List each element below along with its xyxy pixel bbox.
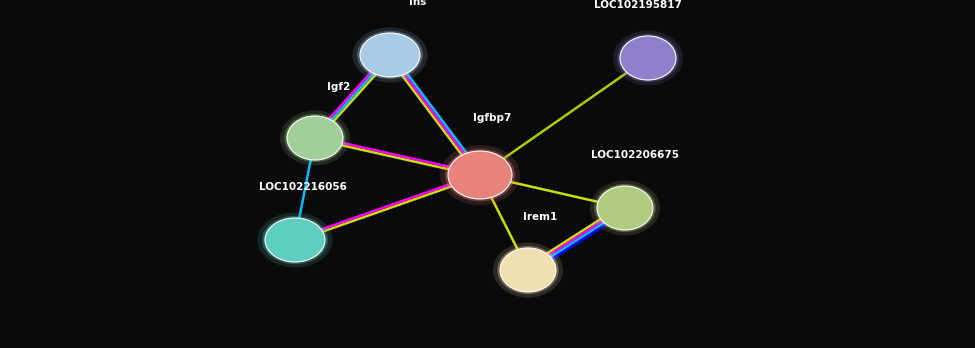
Ellipse shape [613, 31, 683, 86]
Ellipse shape [357, 31, 423, 79]
Ellipse shape [500, 248, 556, 292]
Ellipse shape [360, 33, 420, 77]
Ellipse shape [590, 181, 660, 236]
Ellipse shape [597, 186, 653, 230]
Ellipse shape [284, 114, 346, 162]
Text: LOC102206675: LOC102206675 [591, 150, 679, 160]
Text: LOC102216056: LOC102216056 [259, 182, 347, 192]
Ellipse shape [262, 216, 328, 264]
Ellipse shape [265, 218, 325, 262]
Ellipse shape [620, 36, 676, 80]
Text: Igf2: Igf2 [328, 82, 351, 92]
Text: Ins: Ins [410, 0, 427, 7]
Text: Irem1: Irem1 [523, 212, 557, 222]
Ellipse shape [440, 145, 520, 205]
Ellipse shape [280, 111, 350, 166]
Ellipse shape [448, 151, 512, 199]
Ellipse shape [257, 213, 332, 268]
Ellipse shape [353, 27, 427, 82]
Ellipse shape [445, 149, 515, 201]
Ellipse shape [617, 34, 679, 82]
Ellipse shape [497, 246, 559, 294]
Ellipse shape [287, 116, 343, 160]
Ellipse shape [493, 243, 563, 298]
Ellipse shape [594, 184, 656, 232]
Text: Igfbp7: Igfbp7 [473, 113, 511, 123]
Text: LOC102195817: LOC102195817 [594, 0, 682, 10]
